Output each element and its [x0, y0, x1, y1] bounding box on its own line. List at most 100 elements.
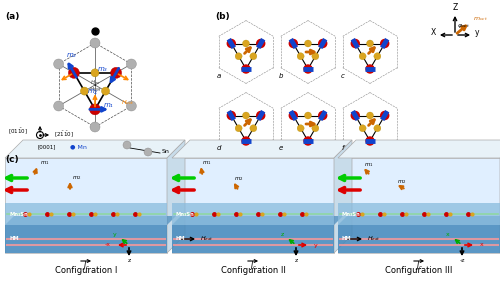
Circle shape	[290, 39, 298, 48]
Bar	[338, 203, 500, 225]
Circle shape	[36, 132, 44, 139]
Text: $m_2$: $m_2$	[72, 174, 82, 182]
Circle shape	[374, 125, 381, 132]
Text: $J_c$: $J_c$	[415, 259, 423, 272]
Text: e: e	[279, 145, 283, 151]
Circle shape	[250, 125, 257, 132]
Text: $H_{ext}$: $H_{ext}$	[200, 234, 214, 243]
Text: y: y	[113, 232, 117, 237]
Circle shape	[304, 137, 312, 145]
Circle shape	[80, 87, 88, 95]
Polygon shape	[338, 216, 500, 225]
Text: d: d	[217, 145, 222, 151]
Text: ● Mn: ● Mn	[70, 144, 87, 149]
Text: Sn: Sn	[162, 149, 170, 154]
Circle shape	[359, 125, 366, 132]
Text: $H_{ex}$: $H_{ex}$	[90, 79, 101, 88]
Circle shape	[242, 137, 250, 145]
Text: m₂: m₂	[67, 52, 76, 58]
Circle shape	[110, 67, 122, 78]
Text: y: y	[475, 28, 479, 37]
Text: Mn₃Sn: Mn₃Sn	[342, 211, 361, 217]
Circle shape	[312, 53, 319, 60]
Polygon shape	[5, 140, 185, 158]
Circle shape	[380, 111, 388, 120]
Text: x: x	[446, 232, 450, 237]
Text: $\varphi_{oct}$: $\varphi_{oct}$	[457, 22, 470, 30]
Polygon shape	[338, 140, 500, 158]
Circle shape	[228, 111, 235, 120]
Polygon shape	[172, 140, 352, 158]
Text: $J_c$: $J_c$	[249, 259, 257, 272]
Text: $m_1$: $m_1$	[364, 161, 374, 169]
Bar	[5, 203, 167, 225]
Text: (c): (c)	[5, 155, 18, 164]
Bar	[338, 158, 500, 253]
Circle shape	[242, 40, 250, 47]
Bar	[5, 158, 167, 253]
Text: (a): (a)	[5, 12, 20, 21]
Circle shape	[297, 53, 304, 60]
Bar	[5, 225, 167, 253]
Circle shape	[352, 111, 360, 120]
Text: [01$\bar{1}$0]: [01$\bar{1}$0]	[8, 126, 28, 136]
Circle shape	[126, 101, 136, 111]
Circle shape	[235, 125, 242, 132]
Circle shape	[228, 39, 235, 48]
Circle shape	[359, 53, 366, 60]
Circle shape	[90, 122, 100, 132]
Circle shape	[242, 112, 250, 119]
Circle shape	[366, 137, 374, 145]
Text: $m_2$: $m_2$	[397, 179, 406, 186]
Text: z: z	[294, 258, 298, 263]
Circle shape	[235, 53, 242, 60]
Text: $m_2$: $m_2$	[234, 175, 244, 183]
Text: Configuration III: Configuration III	[386, 266, 452, 275]
Text: $H_{DM}$: $H_{DM}$	[89, 86, 101, 94]
Circle shape	[91, 69, 99, 77]
Text: $J_c$: $J_c$	[82, 259, 90, 272]
Text: (b): (b)	[215, 12, 230, 21]
Text: HM: HM	[9, 236, 18, 242]
Text: x: x	[480, 242, 484, 247]
Text: f: f	[341, 145, 344, 151]
Text: [2$\bar{1}\bar{1}$0]: [2$\bar{1}\bar{1}$0]	[54, 129, 74, 139]
Text: m₃: m₃	[98, 66, 107, 72]
Text: $H_{ext}$: $H_{ext}$	[367, 234, 381, 243]
Circle shape	[54, 101, 64, 111]
Polygon shape	[167, 140, 185, 253]
Circle shape	[366, 112, 374, 119]
Circle shape	[90, 104, 101, 115]
Circle shape	[250, 53, 257, 60]
Circle shape	[366, 65, 374, 73]
Text: $H_{oct}$: $H_{oct}$	[121, 98, 134, 107]
Circle shape	[54, 59, 64, 69]
Text: -z: -z	[459, 258, 465, 263]
Circle shape	[102, 87, 110, 95]
Text: c: c	[341, 73, 345, 79]
Text: $m_1$: $m_1$	[40, 160, 50, 167]
Text: z: z	[128, 258, 130, 263]
Text: $m_{oct}$: $m_{oct}$	[474, 15, 488, 23]
Circle shape	[256, 111, 264, 120]
Circle shape	[90, 38, 100, 48]
Circle shape	[318, 39, 326, 48]
Circle shape	[123, 141, 131, 149]
Bar	[172, 225, 334, 253]
Circle shape	[126, 59, 136, 69]
Circle shape	[297, 125, 304, 132]
Text: Configuration I: Configuration I	[55, 266, 117, 275]
Circle shape	[242, 65, 250, 73]
Bar	[172, 203, 334, 225]
Text: Z: Z	[452, 3, 458, 12]
Circle shape	[374, 53, 381, 60]
Text: -x: -x	[105, 242, 111, 247]
Polygon shape	[172, 216, 343, 225]
Circle shape	[312, 125, 319, 132]
Polygon shape	[334, 140, 352, 253]
Bar	[172, 158, 334, 253]
Text: [0001]: [0001]	[38, 144, 56, 149]
Text: Mn₃Sn: Mn₃Sn	[176, 211, 195, 217]
Circle shape	[352, 39, 360, 48]
Circle shape	[366, 40, 374, 47]
